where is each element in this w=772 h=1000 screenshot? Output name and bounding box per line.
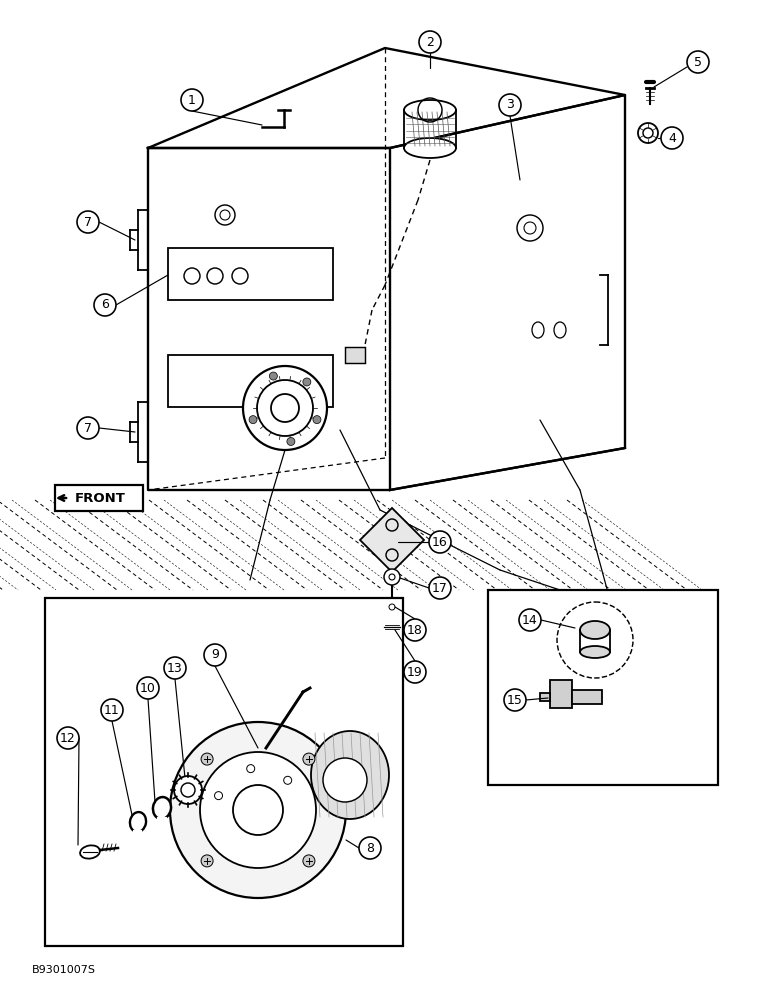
Circle shape [77,211,99,233]
Ellipse shape [311,731,389,819]
Circle shape [384,569,400,585]
Circle shape [204,644,226,666]
Circle shape [164,657,186,679]
Text: 5: 5 [694,55,702,68]
Circle shape [323,758,367,802]
Circle shape [269,372,277,380]
Circle shape [201,753,213,765]
FancyBboxPatch shape [572,690,602,704]
Circle shape [429,531,451,553]
Text: 13: 13 [167,662,183,674]
Circle shape [404,661,426,683]
Circle shape [303,378,311,386]
Circle shape [429,577,451,599]
Circle shape [519,609,541,631]
Text: FRONT: FRONT [75,491,126,504]
FancyBboxPatch shape [168,248,333,300]
Text: 11: 11 [104,704,120,716]
FancyBboxPatch shape [168,355,333,407]
Ellipse shape [404,100,456,120]
Circle shape [303,753,315,765]
Text: 7: 7 [84,422,92,434]
Circle shape [77,417,99,439]
Circle shape [57,727,79,749]
Text: 6: 6 [101,298,109,312]
Circle shape [359,837,381,859]
Circle shape [638,123,658,143]
FancyBboxPatch shape [45,598,403,946]
Ellipse shape [130,812,146,832]
Polygon shape [360,508,424,572]
Text: 4: 4 [668,131,676,144]
Ellipse shape [383,602,401,612]
Text: 14: 14 [522,613,538,626]
Circle shape [499,94,521,116]
Ellipse shape [153,797,171,819]
Circle shape [404,619,426,641]
Ellipse shape [80,845,100,859]
Text: 18: 18 [407,624,423,637]
Circle shape [201,855,213,867]
Circle shape [94,294,116,316]
Circle shape [504,689,526,711]
Circle shape [170,722,346,898]
Ellipse shape [404,138,456,158]
Ellipse shape [580,646,610,658]
Circle shape [661,127,683,149]
Circle shape [287,437,295,445]
Circle shape [101,699,123,721]
Text: 1: 1 [188,94,196,106]
Text: 15: 15 [507,694,523,706]
Circle shape [233,785,283,835]
Text: 7: 7 [84,216,92,229]
Circle shape [303,855,315,867]
Circle shape [687,51,709,73]
Text: 2: 2 [426,35,434,48]
Text: 16: 16 [432,536,448,548]
Circle shape [419,31,441,53]
Text: 9: 9 [211,648,219,662]
Ellipse shape [580,621,610,639]
Ellipse shape [384,622,400,632]
Text: 17: 17 [432,582,448,594]
Circle shape [249,416,257,424]
Text: 8: 8 [366,842,374,854]
Text: 3: 3 [506,99,514,111]
Text: 10: 10 [140,682,156,694]
Text: 19: 19 [407,666,423,678]
FancyBboxPatch shape [488,590,718,785]
FancyBboxPatch shape [55,485,143,511]
Text: 12: 12 [60,732,76,744]
FancyBboxPatch shape [345,347,365,363]
Circle shape [181,89,203,111]
FancyBboxPatch shape [550,680,572,708]
Circle shape [200,752,316,868]
Circle shape [174,776,202,804]
Text: B9301007S: B9301007S [32,965,96,975]
Circle shape [137,677,159,699]
Circle shape [243,366,327,450]
FancyBboxPatch shape [540,693,550,701]
Circle shape [313,416,321,424]
